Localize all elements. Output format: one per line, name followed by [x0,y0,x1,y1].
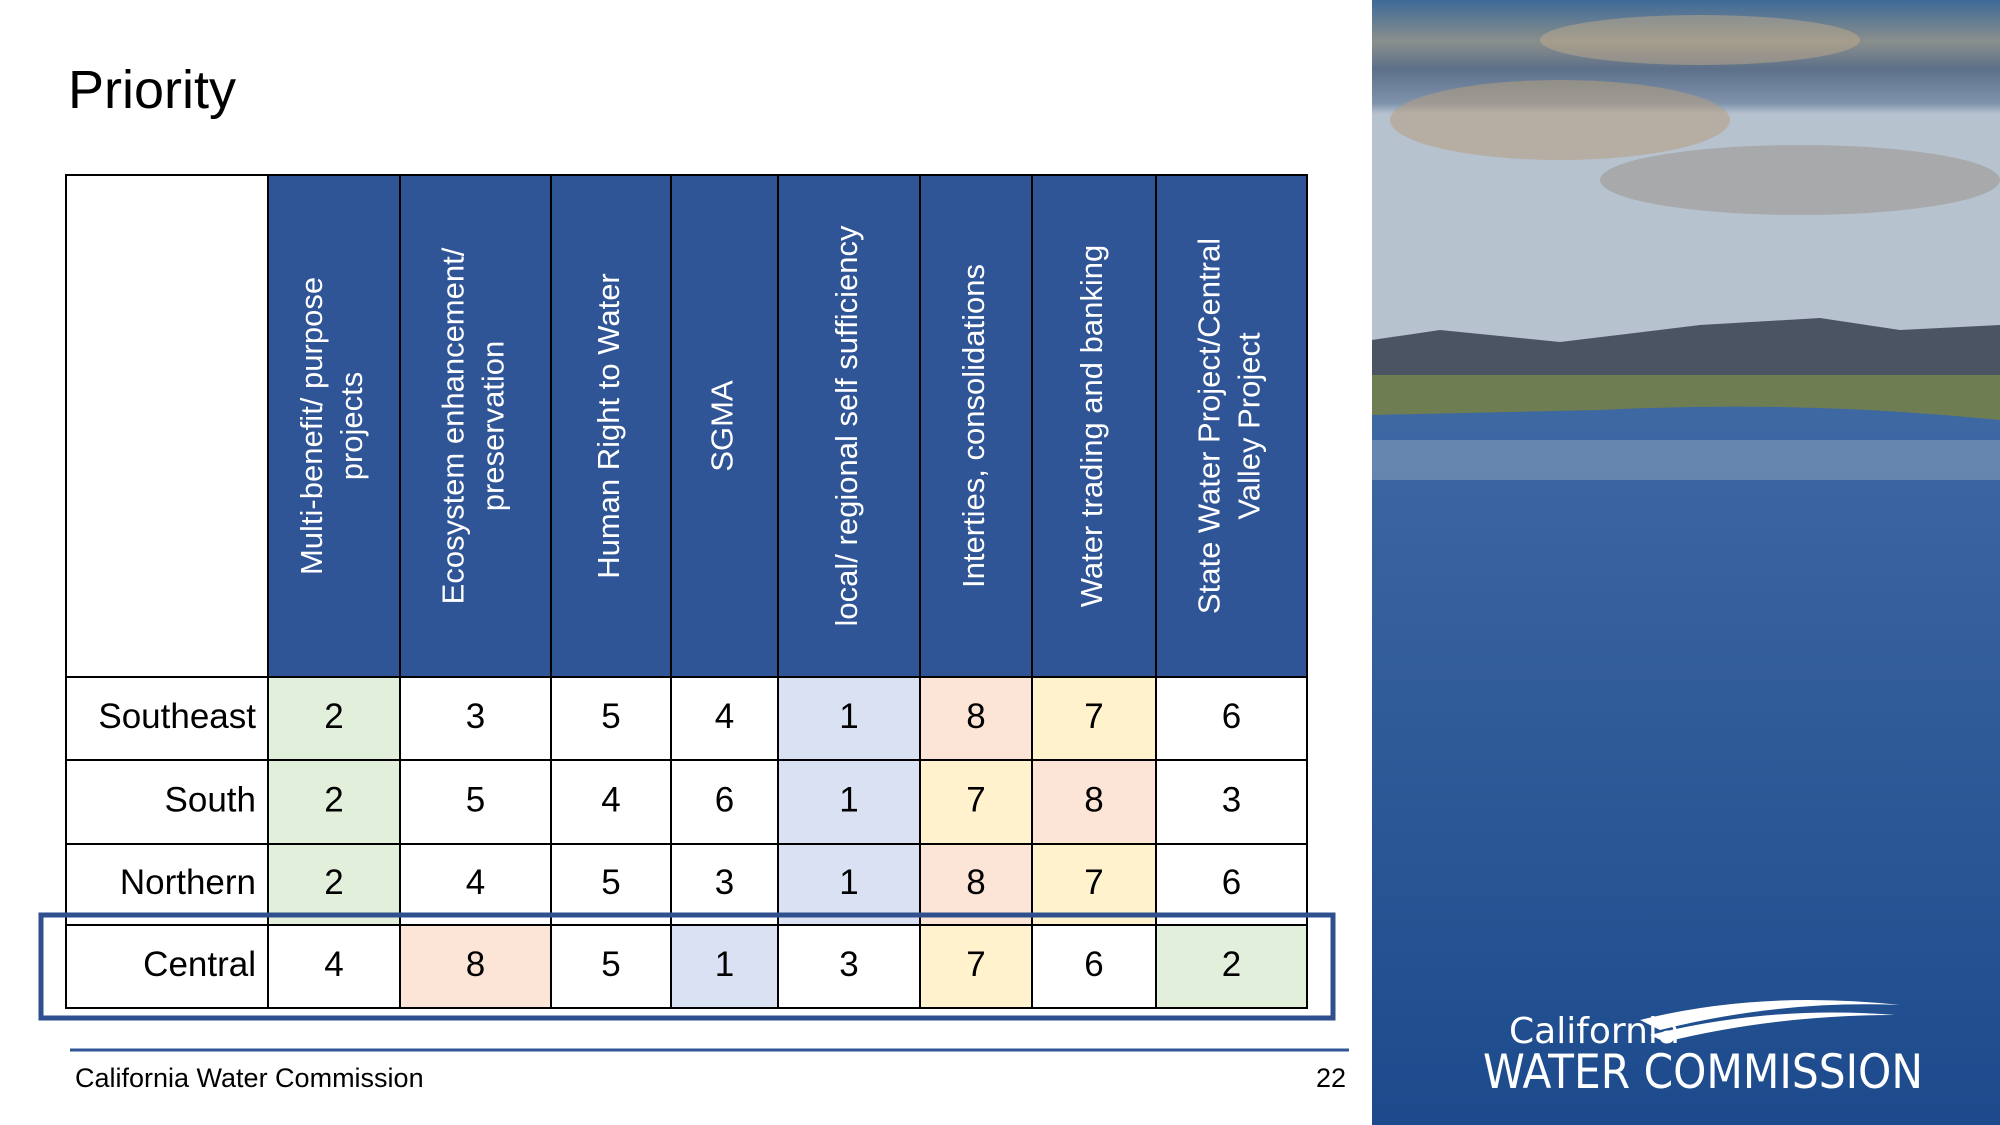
value-cell [670,924,779,1009]
header-cell [1155,174,1308,678]
cell-value: 2 [1222,945,1241,984]
cell-value: 2 [324,697,343,736]
value-cell [777,924,921,1009]
value-cell [777,676,921,761]
value-cell [550,924,672,1009]
value-cell [550,676,672,761]
cell-value: 1 [839,780,858,819]
header-cell [670,174,779,678]
column-header: Ecosystem enhancement/ [436,247,471,604]
column-header: State Water Project/Central [1192,238,1227,614]
cell-value: 7 [1084,697,1103,736]
column-header: Water trading and banking [1074,245,1109,607]
value-cell [1031,759,1157,845]
value-cell [1031,676,1157,761]
logo-bottom: WATER COMMISSION [1483,1045,1923,1100]
cell-value: 6 [1222,863,1241,902]
cell-value: 2 [324,780,343,819]
cell-value: 1 [715,945,734,984]
header-cell [1031,174,1157,678]
table: Multi-benefit/ purpose projects Ecosystem … [38,174,1336,1021]
value-cell [919,676,1033,761]
logo-top: California [1509,1011,1680,1052]
cell-value: 1 [839,863,858,902]
cell-value: 7 [966,780,985,819]
value-cell [919,759,1033,845]
row-label-cell [65,843,269,926]
cell-value: 8 [1084,780,1103,819]
cell-value: 2 [324,863,343,902]
cell-value: 5 [601,945,620,984]
cell-value: 5 [466,780,485,819]
cell-value: 7 [966,945,985,984]
cell-value: 3 [466,697,485,736]
value-cell [267,676,401,761]
column-header: Interties, consolidations [956,264,991,588]
photo [1372,0,2000,1125]
value-cell [550,759,672,845]
cell-value: 4 [601,780,620,819]
value-cell [399,924,552,1009]
value-cell [399,759,552,845]
value-cell [1155,924,1308,1009]
page-number: 22 [1316,1063,1346,1093]
cell-value: 8 [966,697,985,736]
cell-value: 8 [966,863,985,902]
cell-value: 4 [324,945,343,984]
header-cell [919,174,1033,678]
column-header: projects [334,372,369,481]
column-header: preservation [476,341,511,512]
column-header: Human Right to Water [591,273,626,579]
cell-value: 5 [601,697,620,736]
cell-value: 3 [715,863,734,902]
value-cell [267,759,401,845]
header-blank [65,174,269,678]
row-label: Central [143,945,256,984]
cell-value: 6 [1084,945,1103,984]
cell-value: 8 [466,945,485,984]
header-cell [399,174,552,678]
column-header: Multi-benefit/ purpose [294,277,329,575]
value-cell [919,843,1033,926]
value-cell [399,843,552,926]
column-header: SGMA [705,380,740,472]
row-highlight [38,912,1336,1021]
row-label-cell [65,759,269,845]
column-header: local/ regional self sufficiency [829,225,864,626]
row-label-cell [65,676,269,761]
cell-value: 3 [1222,780,1241,819]
footer-text: California Water Commission [75,1063,424,1093]
cell-value: 7 [1084,863,1103,902]
value-cell [550,843,672,926]
cell-value: 6 [1222,697,1241,736]
cell-value: 3 [839,945,858,984]
logo: California WATER COMMISSION [1483,1000,1923,1100]
cell-value: 5 [601,863,620,902]
cell-value: 4 [466,863,485,902]
value-cell [919,924,1033,1009]
row-label: South [165,780,256,819]
header-cell [777,174,921,678]
cell-value: 4 [715,697,734,736]
value-cell [267,924,401,1009]
row-label: Southeast [98,697,256,736]
value-cell [670,676,779,761]
cell-value: 6 [715,780,734,819]
row-label: Northern [120,863,256,902]
cell-value: 1 [839,697,858,736]
slide-title: Priority [68,60,236,120]
column-header: Valley Project [1232,332,1267,520]
value-cell [267,843,401,926]
